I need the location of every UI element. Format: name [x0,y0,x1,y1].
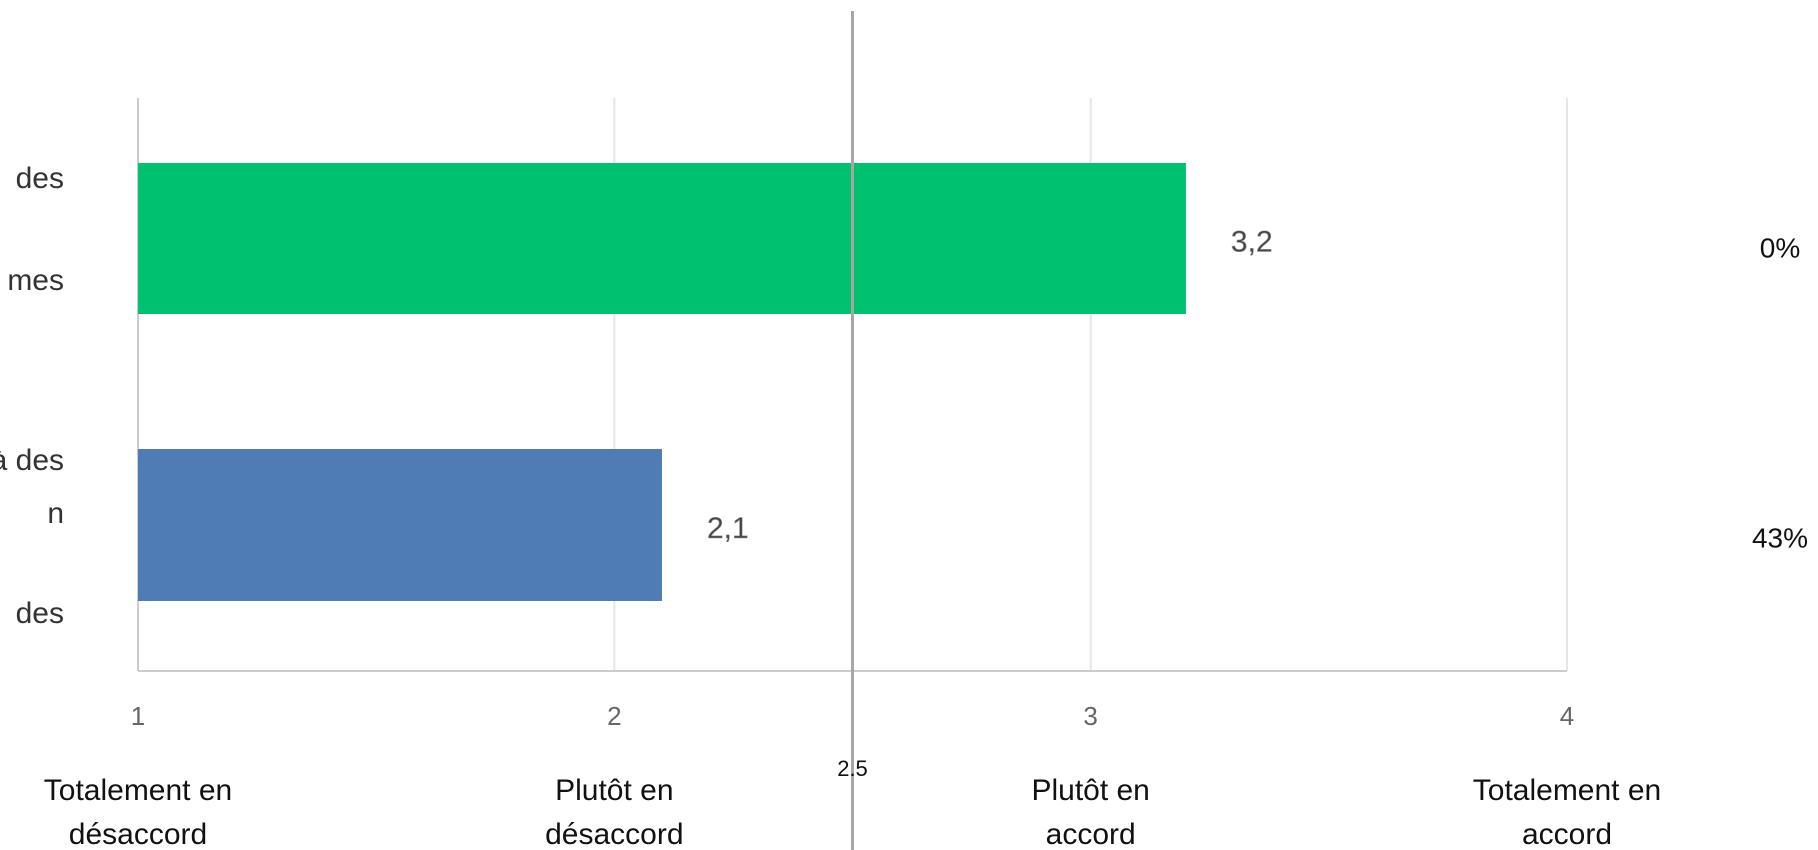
side-value-label: 43% [1752,522,1808,553]
x-tick-label: 4 [1560,701,1574,731]
value-label: 3,2 [1231,225,1273,258]
x-tick-description: accord [1046,818,1136,850]
x-tick-description: accord [1522,818,1612,850]
category-label: des [16,162,64,195]
x-tick-description: Plutôt en [555,774,673,807]
bar [138,163,1186,314]
x-tick-label: 2 [607,701,621,731]
category-label: n [47,497,64,530]
reference-label: 2.5 [837,756,868,781]
category-label: des [16,597,64,630]
bar [138,449,662,601]
side-value-label: 0% [1760,232,1800,263]
x-tick-description: Totalement en [44,774,232,807]
x-tick-description: Totalement en [1473,774,1661,807]
value-label: 2,1 [707,512,749,545]
x-tick-description: Plutôt en [1031,774,1149,807]
x-tick-label: 1 [131,701,145,731]
x-tick-description: désaccord [545,818,683,850]
x-tick-description: désaccord [69,818,207,850]
category-label: à des [0,444,64,477]
category-label: mes [7,264,64,297]
x-tick-label: 3 [1083,701,1097,731]
